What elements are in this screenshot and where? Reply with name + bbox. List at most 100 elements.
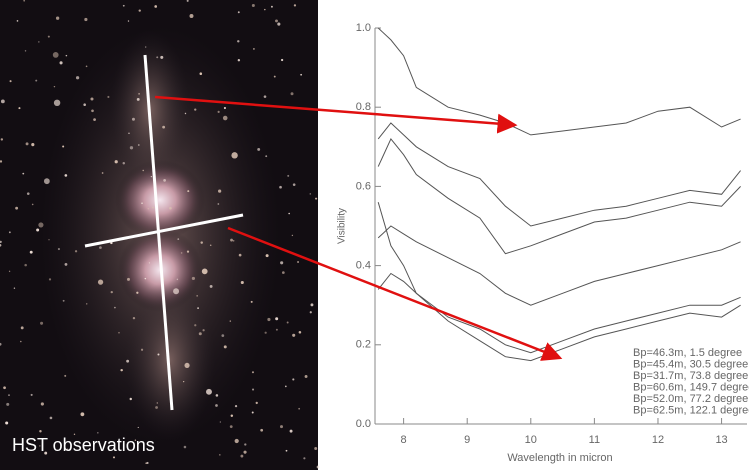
star <box>62 145 65 148</box>
star <box>31 203 34 206</box>
star <box>298 407 301 410</box>
star <box>196 295 198 297</box>
star <box>237 40 240 43</box>
star <box>279 185 282 189</box>
star <box>30 393 33 396</box>
star <box>150 176 153 178</box>
star <box>142 169 144 172</box>
star <box>141 202 143 205</box>
star <box>237 11 240 14</box>
star <box>18 107 21 110</box>
y-tick-label: 0.4 <box>356 260 371 272</box>
star <box>99 246 102 249</box>
chart: Wavelength in micron Visibility 0.0 0.2 0.… <box>337 22 749 464</box>
star <box>231 152 238 159</box>
star <box>38 41 40 43</box>
star <box>251 411 254 414</box>
star <box>48 239 50 241</box>
star <box>136 97 140 101</box>
star <box>240 454 244 458</box>
star <box>176 278 179 281</box>
star <box>282 271 285 274</box>
star <box>189 14 194 19</box>
legend-entry: Bp=62.5m, 122.1 degree <box>633 404 749 416</box>
star <box>156 56 159 59</box>
star <box>129 397 132 401</box>
star <box>128 132 130 135</box>
star <box>209 284 213 288</box>
star <box>183 380 185 383</box>
star <box>287 174 290 177</box>
star <box>199 72 203 75</box>
star <box>184 112 187 115</box>
series-line <box>377 27 741 136</box>
star <box>114 160 118 164</box>
star <box>49 416 53 420</box>
star <box>35 79 38 82</box>
star <box>39 445 41 447</box>
star <box>65 54 68 57</box>
star <box>80 412 85 417</box>
star <box>243 450 247 454</box>
star <box>132 316 136 320</box>
star <box>191 276 195 281</box>
star <box>36 228 40 232</box>
star <box>160 55 164 59</box>
star <box>280 58 284 62</box>
star <box>230 238 233 242</box>
star <box>244 443 247 446</box>
star <box>180 252 183 254</box>
star <box>290 92 294 96</box>
star <box>250 300 253 303</box>
star <box>218 189 222 193</box>
star <box>25 142 29 146</box>
star <box>217 110 220 113</box>
star <box>138 93 140 95</box>
star <box>157 353 160 356</box>
star <box>59 61 63 65</box>
star <box>8 394 10 397</box>
star <box>162 125 166 129</box>
star <box>232 239 235 242</box>
star <box>66 448 69 451</box>
star <box>140 348 144 351</box>
star <box>20 340 22 343</box>
star <box>200 241 203 244</box>
star <box>251 388 255 391</box>
star <box>292 183 296 186</box>
star <box>107 95 110 99</box>
star <box>202 329 205 332</box>
star <box>197 307 199 309</box>
star <box>75 76 80 80</box>
star <box>275 328 278 331</box>
star <box>0 240 2 244</box>
star <box>223 345 227 349</box>
star <box>230 414 234 417</box>
star <box>277 22 281 26</box>
star <box>64 174 68 177</box>
star <box>156 402 159 404</box>
star <box>291 234 294 237</box>
star <box>90 97 94 101</box>
star <box>91 109 94 113</box>
star <box>186 0 189 2</box>
star <box>215 404 218 407</box>
star <box>198 332 202 336</box>
star <box>215 394 219 397</box>
star <box>251 3 255 7</box>
star <box>38 222 44 228</box>
star <box>293 4 297 7</box>
y-tick-label: 0.0 <box>356 418 371 430</box>
star <box>289 429 293 433</box>
star <box>194 108 197 111</box>
star <box>275 19 278 23</box>
star <box>40 321 44 325</box>
star <box>255 401 258 405</box>
star <box>303 457 306 460</box>
axis-line <box>84 213 244 248</box>
star <box>316 465 320 469</box>
star <box>163 179 166 182</box>
star <box>48 278 52 281</box>
star <box>187 190 190 193</box>
